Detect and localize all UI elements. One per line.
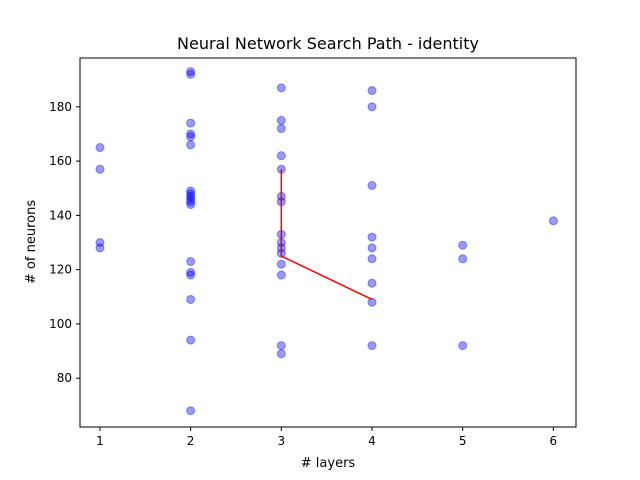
x-tick-label: 3 xyxy=(277,434,285,448)
data-point xyxy=(367,297,377,307)
data-point xyxy=(186,140,196,150)
data-point xyxy=(367,102,377,112)
y-tick-label: 120 xyxy=(49,263,72,277)
data-point xyxy=(186,406,196,416)
data-point xyxy=(367,243,377,253)
y-axis: 80 100 120 140 160 180 xyxy=(49,100,80,385)
data-point xyxy=(276,124,286,134)
x-axis: 1 2 3 4 5 6 xyxy=(96,427,557,448)
data-point xyxy=(276,115,286,125)
data-point xyxy=(186,191,196,201)
data-point xyxy=(95,143,105,153)
data-point xyxy=(276,270,286,280)
data-point xyxy=(276,83,286,93)
data-point xyxy=(276,341,286,351)
x-axis-label: # layers xyxy=(301,456,356,471)
data-point xyxy=(548,216,558,226)
x-tick-label: 5 xyxy=(459,434,467,448)
data-point xyxy=(186,118,196,128)
data-point xyxy=(186,335,196,345)
data-point xyxy=(186,270,196,280)
chart-title: Neural Network Search Path - identity xyxy=(177,34,479,53)
y-axis-label: # of neurons xyxy=(24,200,39,284)
data-point xyxy=(276,259,286,269)
data-point xyxy=(186,200,196,210)
y-tick-label: 180 xyxy=(49,100,72,114)
x-tick-label: 6 xyxy=(550,434,558,448)
data-point xyxy=(367,341,377,351)
data-point xyxy=(367,86,377,96)
data-point xyxy=(367,278,377,288)
x-tick-label: 4 xyxy=(368,434,376,448)
data-point xyxy=(186,197,196,207)
data-point xyxy=(186,267,196,277)
data-point xyxy=(95,238,105,247)
data-point xyxy=(186,256,196,266)
x-tick-label: 2 xyxy=(187,434,195,448)
y-tick-label: 100 xyxy=(49,317,72,331)
data-point xyxy=(367,232,377,242)
data-point xyxy=(458,254,468,264)
search-path-line xyxy=(280,169,373,301)
search-path xyxy=(280,169,373,301)
data-point xyxy=(186,294,196,304)
data-marks xyxy=(95,67,558,416)
data-point xyxy=(186,69,196,79)
data-point xyxy=(367,181,377,191)
data-point xyxy=(186,132,196,142)
data-point xyxy=(458,341,468,351)
x-tick-label: 1 xyxy=(96,434,104,448)
data-point xyxy=(186,194,196,204)
data-point xyxy=(186,129,196,139)
data-point xyxy=(458,240,468,250)
y-tick-label: 80 xyxy=(57,371,72,385)
data-point xyxy=(367,254,377,264)
data-point xyxy=(276,151,286,161)
data-point xyxy=(186,189,196,199)
y-tick-label: 140 xyxy=(49,208,72,222)
plot-area xyxy=(79,57,577,428)
data-point xyxy=(186,186,196,196)
data-point xyxy=(95,164,105,174)
data-point xyxy=(95,243,105,253)
data-point xyxy=(276,349,286,359)
y-tick-label: 160 xyxy=(49,154,72,168)
data-point xyxy=(186,67,196,77)
